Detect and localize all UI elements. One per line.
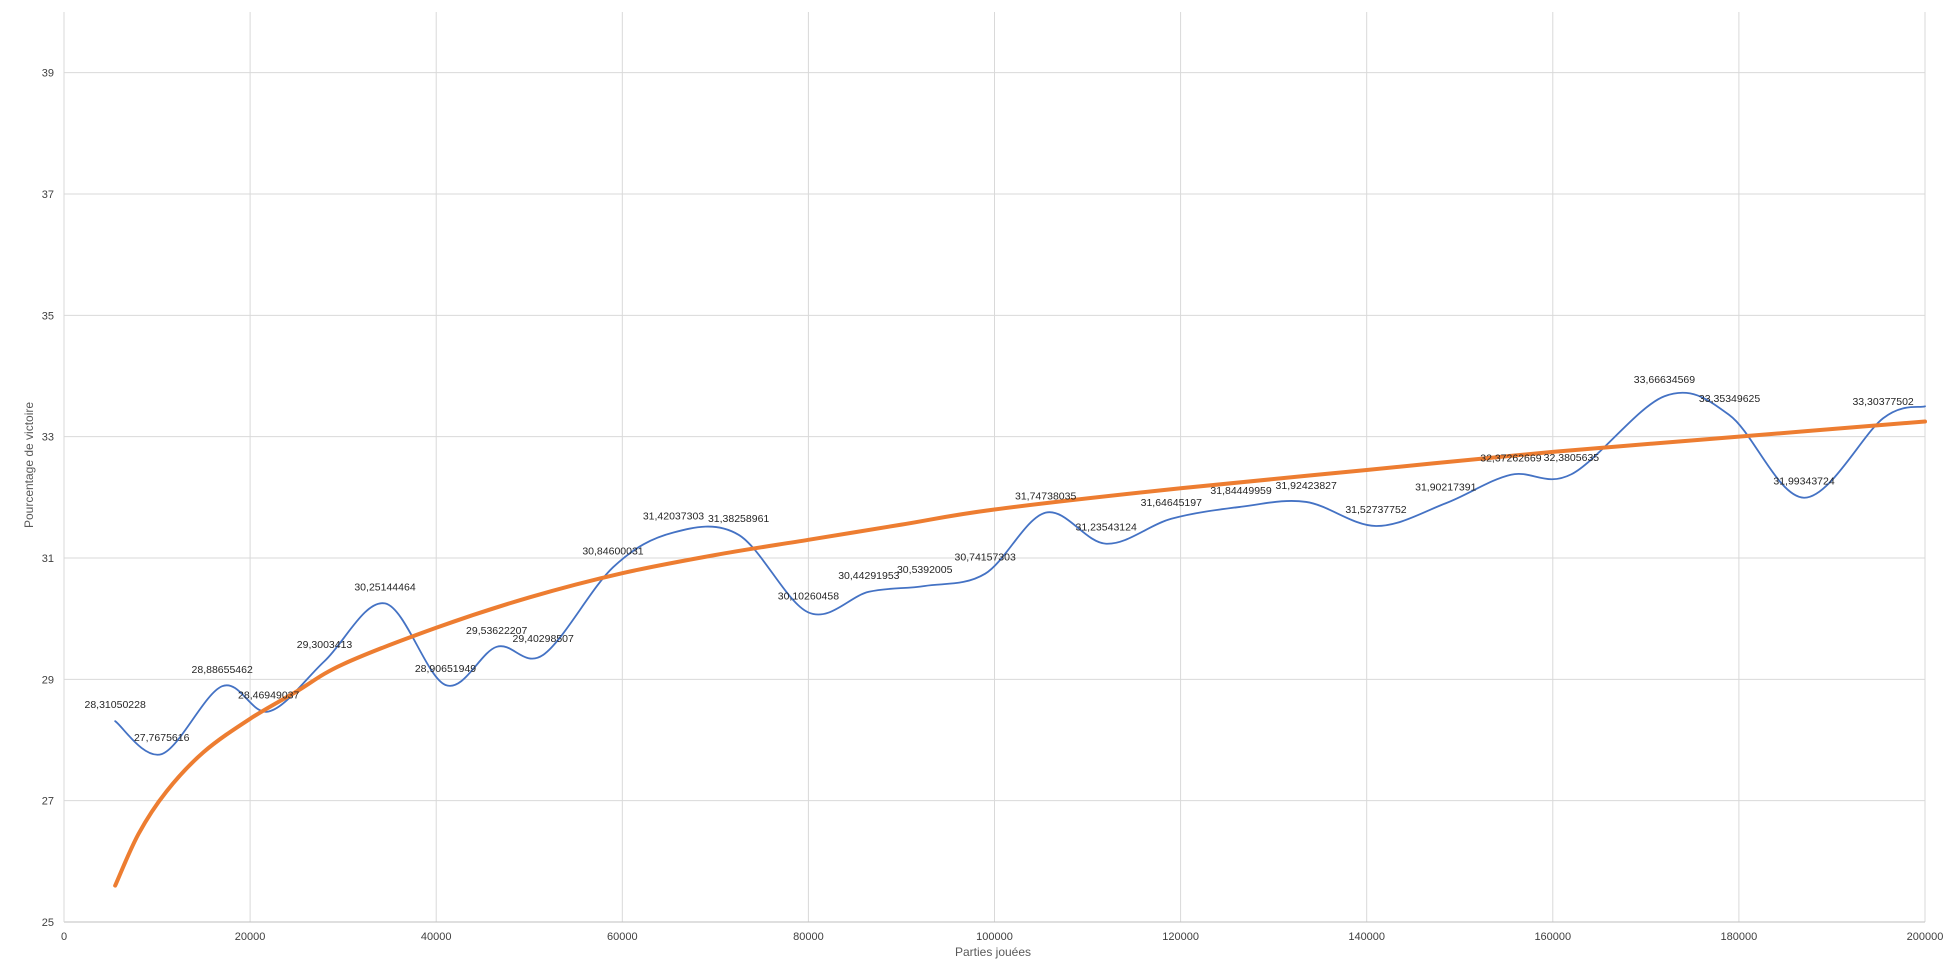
axes: 0 20000 40000 60000 80000 100000 120000 140000 1… bbox=[42, 12, 1944, 943]
data-label: 30,84600031 bbox=[582, 545, 643, 557]
x-tick-label: 160000 bbox=[1534, 931, 1571, 943]
data-label: 30,74157303 bbox=[955, 552, 1016, 564]
x-axis-title: Parties jouées bbox=[955, 945, 1031, 959]
data-label: 31,38258961 bbox=[708, 513, 769, 525]
data-labels: 28,31050228 27,7675616 28,88655462 28,46949… bbox=[85, 374, 1914, 744]
y-tick-label: 35 bbox=[42, 310, 54, 322]
data-label: 31,84449959 bbox=[1210, 485, 1271, 497]
data-label: 31,90217391 bbox=[1415, 481, 1476, 493]
data-label: 28,90651949 bbox=[415, 663, 476, 675]
data-label: 31,52737752 bbox=[1345, 504, 1406, 516]
data-label: 31,74738035 bbox=[1015, 491, 1076, 503]
x-tick-label: 140000 bbox=[1348, 931, 1385, 943]
x-tick-label: 200000 bbox=[1907, 931, 1944, 943]
data-label: 33,35349625 bbox=[1699, 393, 1760, 405]
data-label: 31,92423827 bbox=[1276, 480, 1337, 492]
data-label: 31,64645197 bbox=[1141, 497, 1202, 509]
data-label: 30,10260458 bbox=[778, 590, 839, 602]
y-tick-label: 39 bbox=[42, 68, 54, 80]
x-tick-label: 20000 bbox=[235, 931, 266, 943]
data-label: 29,40298507 bbox=[513, 633, 574, 645]
y-tick-label: 33 bbox=[42, 432, 54, 444]
x-tick-label: 0 bbox=[61, 931, 67, 943]
data-series bbox=[114, 391, 1926, 756]
data-label: 28,46949037 bbox=[238, 690, 299, 702]
data-label: 30,5392005 bbox=[897, 564, 953, 576]
x-tick-label: 80000 bbox=[793, 931, 824, 943]
data-label: 31,23543124 bbox=[1075, 522, 1136, 534]
x-tick-label: 120000 bbox=[1162, 931, 1199, 943]
x-tick-label: 40000 bbox=[421, 931, 452, 943]
data-label: 28,31050228 bbox=[85, 699, 146, 711]
data-label: 29,53622207 bbox=[466, 625, 527, 637]
y-tick-label: 31 bbox=[42, 553, 54, 565]
x-tick-label: 100000 bbox=[976, 931, 1013, 943]
data-label: 31,99343724 bbox=[1773, 476, 1834, 488]
series-lines bbox=[113, 391, 1927, 888]
x-tick-label: 60000 bbox=[607, 931, 638, 943]
data-label: 30,25144464 bbox=[354, 581, 415, 593]
data-label: 32,3805635 bbox=[1544, 452, 1600, 464]
trendline-series bbox=[113, 419, 1927, 888]
y-tick-label: 37 bbox=[42, 189, 54, 201]
y-tick-label: 27 bbox=[42, 796, 54, 808]
data-label: 29,3003413 bbox=[297, 639, 353, 651]
data-label: 32,37262669 bbox=[1480, 453, 1541, 465]
data-label: 27,7675616 bbox=[134, 732, 190, 744]
data-label: 31,42037303 bbox=[643, 510, 704, 522]
data-label: 33,66634569 bbox=[1634, 374, 1695, 386]
y-axis-title: Pourcentage de victoire bbox=[22, 402, 36, 528]
data-label: 33,30377502 bbox=[1852, 396, 1913, 408]
data-label: 30,44291953 bbox=[838, 570, 899, 582]
x-tick-label: 180000 bbox=[1721, 931, 1758, 943]
y-tick-label: 29 bbox=[42, 674, 54, 686]
data-label: 28,88655462 bbox=[192, 664, 253, 676]
y-tick-label: 25 bbox=[42, 917, 54, 929]
